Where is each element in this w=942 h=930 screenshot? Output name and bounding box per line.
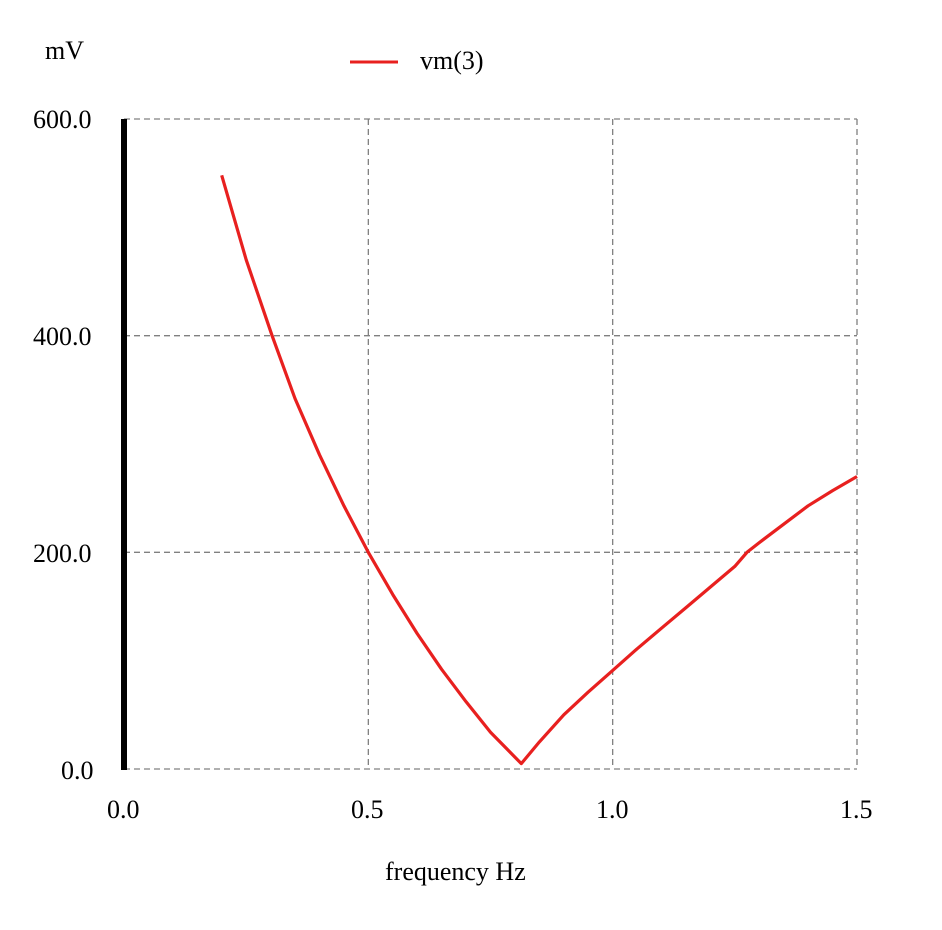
series-line-vm3 — [220, 174, 858, 766]
legend-label: vm(3) — [420, 46, 484, 75]
y-tick-0: 0.0 — [61, 756, 94, 785]
x-axis-label: frequency Hz — [385, 857, 526, 886]
x-tick-1.5: 1.5 — [840, 795, 873, 824]
x-tick-0.5: 0.5 — [351, 795, 384, 824]
y-tick-600: 600.0 — [33, 105, 92, 134]
y-tick-400: 400.0 — [33, 322, 92, 351]
y-axis-unit-label: mV — [45, 36, 84, 65]
x-tick-1.0: 1.0 — [596, 795, 629, 824]
y-tick-200: 200.0 — [33, 539, 92, 568]
grid-lines — [124, 118, 858, 770]
x-tick-0: 0.0 — [107, 795, 140, 824]
